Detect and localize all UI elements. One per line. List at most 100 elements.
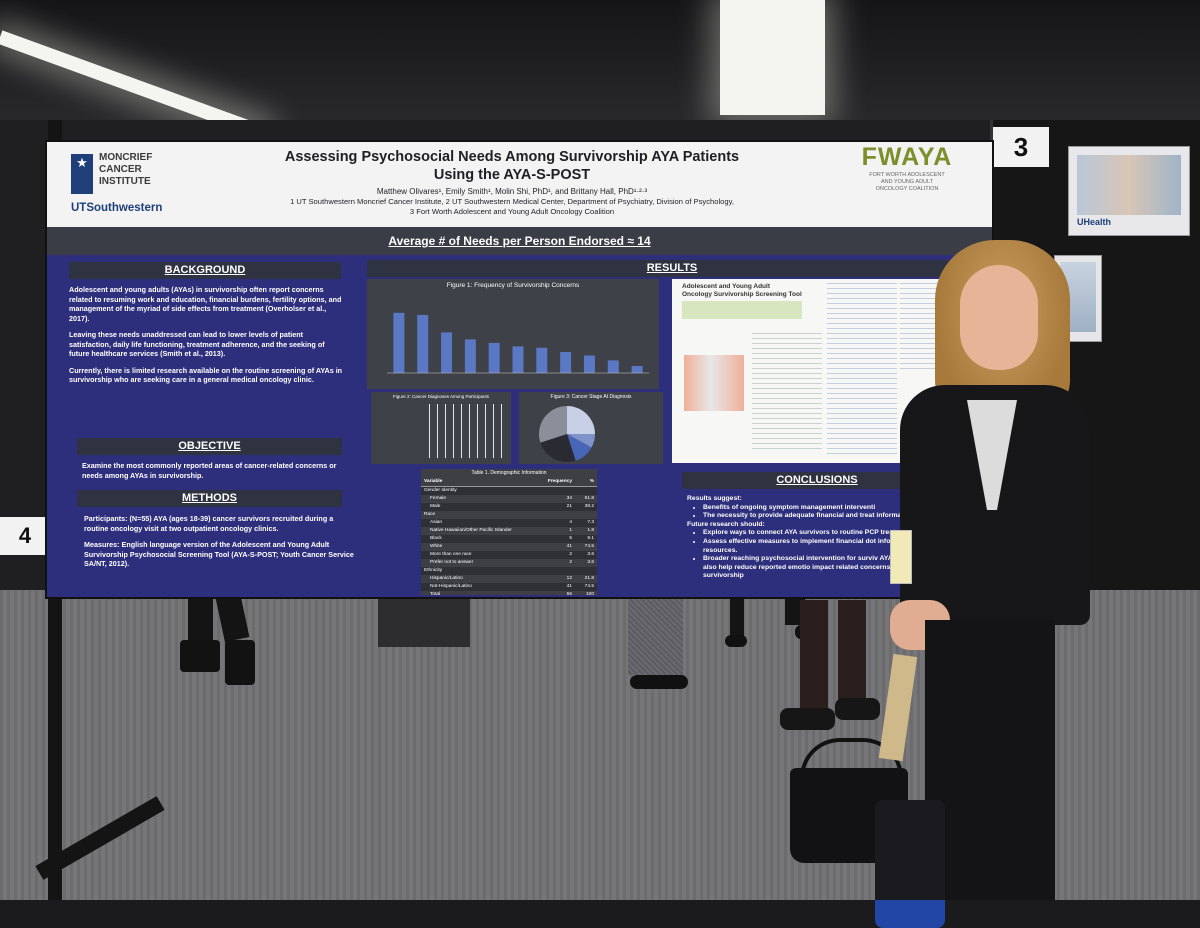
table-cell-frequency: 34: [566, 496, 572, 501]
banner-text: Average # of Needs per Person Endorsed ≈…: [388, 234, 651, 248]
figure-1-bar: [488, 342, 500, 373]
table-cell-pct: [572, 511, 594, 519]
table-cell-pct: 21.8: [584, 576, 594, 581]
table-row: Race: [421, 511, 597, 519]
figure-1-bar-chart: [387, 312, 649, 374]
fwaya-name: FWAYA: [861, 143, 953, 171]
bg-person-legs-center: [628, 595, 693, 695]
table-cell-variable: Black: [430, 536, 442, 541]
table-cell-pct: 38.2: [584, 504, 594, 509]
bg-pillar: [378, 595, 470, 647]
bg-person-legs-left: [180, 592, 260, 685]
conclusions-b4: Assess effective measures to implement f…: [703, 538, 952, 555]
table-cell-frequency: 21: [566, 504, 572, 509]
table-header-pct: %: [589, 479, 594, 484]
table-cell-frequency: 2: [569, 552, 572, 557]
table-cell-pct: 100: [585, 592, 594, 595]
conclusions-b1: Benefits of ongoing symptom management i…: [703, 504, 952, 513]
table-cell-variable: Not-Hispanic/Latino: [430, 584, 472, 589]
figure-1-bar: [417, 314, 429, 373]
tool-text-column: [752, 329, 822, 449]
thermometer-graphic: [684, 355, 744, 411]
table-row: Female 34 61.8: [421, 495, 597, 503]
methods-p1: Participants: (N=55) AYA (ages 18-39) ca…: [84, 514, 334, 533]
figure-2-panel: Figure 2: Cancer Diagnoses Among Partici…: [371, 392, 511, 464]
table-cell-pct: 7.3: [587, 520, 594, 525]
figure-3-pie-chart: [539, 406, 595, 462]
logo-line1: MONCRIEF: [99, 152, 153, 163]
table-cell-frequency: 12: [566, 576, 572, 581]
affiliation-2: 3 Fort Worth Adolescent and Young Adult …: [409, 207, 615, 216]
figure-3-panel: Figure 3: Cancer Stage At Diagnosis: [519, 392, 663, 464]
tool-title-2: Oncology Survivorship Screening Tool: [682, 291, 802, 298]
conclusions-text: Results suggest: Benefits of ongoing sym…: [687, 495, 952, 581]
star-icon: ★: [71, 154, 93, 194]
bg-person-legs-dark: [780, 600, 890, 735]
table-cell-variable: Gender Identity: [424, 488, 457, 493]
figure-2-plot: [429, 404, 505, 458]
fwaya-sub1: FORT WORTH ADOLESCENT: [869, 172, 945, 178]
figure-2-title: Figure 2: Cancer Diagnoses Among Partici…: [392, 394, 490, 399]
table-cell-variable: Prefer not to answer: [430, 560, 474, 565]
logo-line2: CANCER: [99, 164, 142, 175]
table-row: Gender Identity: [421, 487, 597, 495]
table-row: Black 5 9.1: [421, 535, 597, 543]
conclusions-l2: Future research should:: [687, 520, 765, 528]
figure-1-bar: [583, 355, 595, 373]
methods-text: Participants: (N=55) AYA (ages 18-39) ca…: [84, 514, 359, 569]
objective-heading: OBJECTIVE: [77, 438, 342, 455]
figure-1-bar: [607, 360, 619, 373]
figure-3-slice: [567, 406, 595, 434]
conclusions-heading: CONCLUSIONS: [682, 472, 952, 489]
side-photo-top: UHealth: [1068, 146, 1190, 236]
table-cell-frequency: 1: [569, 528, 572, 533]
table-row: Hispanic/Latino 12 21.8: [421, 575, 597, 583]
figure-1-bar: [393, 312, 405, 373]
table-row: Total 55 100: [421, 591, 597, 595]
moncrief-logo: ★ MONCRIEF CANCER INSTITUTE UTSouthweste…: [69, 152, 189, 222]
figure-1-bar: [560, 352, 572, 373]
affiliation-1: 1 UT Southwestern Moncrief Cancer Instit…: [290, 197, 734, 206]
background-p2: Leaving these needs unaddressed can lead…: [69, 330, 325, 358]
table-cell-frequency: [542, 567, 572, 575]
figure-1-title: Figure 1: Frequency of Survivorship Conc…: [446, 282, 580, 289]
table-cell-frequency: 41: [566, 584, 572, 589]
table-title: Table 1. Demographic Information: [471, 470, 547, 476]
table-cell-variable: Native Hawaiian/Other Pacific Islander: [430, 528, 512, 533]
table-cell-pct: 74.5: [584, 584, 594, 589]
figure-3-title: Figure 3: Cancer Stage At Diagnosis: [550, 394, 632, 400]
table-cell-pct: 74.5: [584, 544, 594, 549]
table-cell-pct: [572, 567, 594, 575]
table-header-row: Variable Frequency %: [421, 478, 597, 487]
table-cell-variable: Female: [430, 496, 446, 501]
ceiling-light-center: [720, 0, 825, 115]
board-number-left: 4: [0, 517, 50, 555]
conclusions-b5: Broader reaching psychosocial interventi…: [703, 555, 952, 581]
table-cell-frequency: 41: [566, 544, 572, 549]
table-row: White 41 74.5: [421, 543, 597, 551]
results-heading: RESULTS: [367, 260, 977, 277]
tool-title-1: Adolescent and Young Adult: [682, 283, 770, 290]
table-cell-variable: White: [430, 544, 443, 549]
background-p1: Adolescent and young adults (AYAs) in su…: [69, 285, 342, 323]
figure-3-slice: [539, 406, 567, 443]
conclusions-b2: The necessity to provide adequate financ…: [703, 512, 952, 521]
authors: Matthew Olivares¹, Emily Smith¹, Molin S…: [376, 187, 648, 196]
table-cell-variable: Hispanic/Latino: [430, 576, 463, 581]
table-row: Male 21 38.2: [421, 503, 597, 511]
tool-green-box: [682, 301, 802, 319]
table-row: Prefer not to answer 2 3.6: [421, 559, 597, 567]
title-line1: Assessing Psychosocial Needs Among Survi…: [284, 149, 740, 165]
table-row: Native Hawaiian/Other Pacific Islander 1 1…: [421, 527, 597, 535]
table-cell-pct: 3.6: [587, 552, 594, 557]
table-cell-variable: Ethnicity: [424, 568, 443, 573]
methods-p2: Measures: English language version of th…: [84, 540, 354, 568]
figure-1-bar: [631, 366, 643, 373]
poster-title: Assessing Psychosocial Needs Among Survi…: [197, 148, 827, 217]
figure-1-panel: Figure 1: Frequency of Survivorship Conc…: [367, 279, 659, 389]
presenter-face: [960, 265, 1038, 370]
tool-text-column-2: [827, 279, 897, 457]
table-cell-variable: Male: [430, 504, 441, 509]
table-cell-pct: 1.8: [587, 528, 594, 533]
objective-text: Examine the most commonly reported areas…: [82, 461, 337, 480]
